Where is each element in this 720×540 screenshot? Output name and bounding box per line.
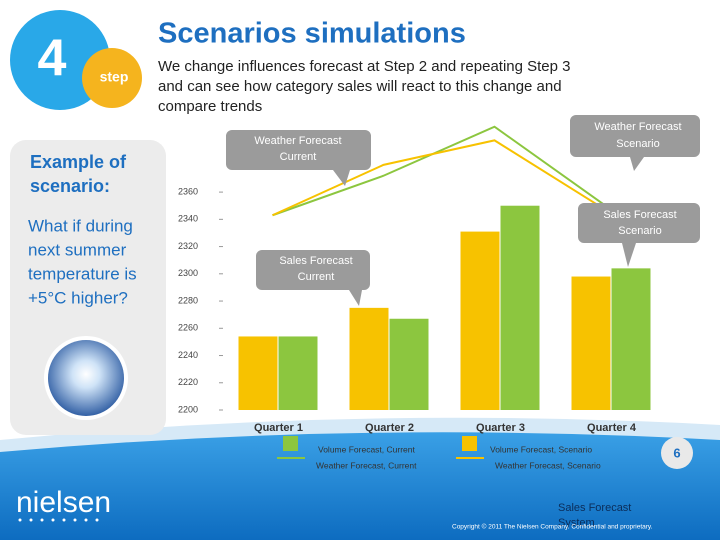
footer-system: Sales Forecast bbox=[558, 502, 631, 514]
callout-box bbox=[578, 203, 700, 267]
bar bbox=[389, 318, 429, 410]
logo-dots bbox=[18, 518, 99, 522]
callout-text: Weather Forecast bbox=[594, 121, 681, 133]
callout-text: Scenario bbox=[618, 225, 661, 237]
legend-swatch bbox=[283, 436, 298, 451]
legend-label: Weather Forecast, Current bbox=[316, 460, 417, 470]
callout-text: Current bbox=[280, 151, 317, 163]
page-badge bbox=[661, 437, 693, 469]
callout-text: Weather Forecast bbox=[254, 135, 341, 147]
legend-swatch bbox=[462, 436, 477, 451]
bar bbox=[611, 268, 651, 410]
callout-box bbox=[226, 130, 371, 186]
legend-label: Volume Forecast, Current bbox=[318, 444, 415, 454]
bar bbox=[460, 231, 500, 410]
logo: nielsen bbox=[16, 486, 111, 519]
step-number: 4 bbox=[38, 30, 67, 88]
sky-photo bbox=[48, 340, 124, 416]
legend-label: Volume Forecast, Scenario bbox=[490, 444, 592, 454]
question-line: next summer bbox=[28, 240, 127, 259]
question-line: temperature is bbox=[28, 264, 137, 283]
y-tick-label: 2200 bbox=[178, 404, 198, 414]
callout-text: Sales Forecast bbox=[603, 209, 676, 221]
bar bbox=[349, 307, 389, 410]
step-badge bbox=[82, 48, 142, 108]
line bbox=[272, 139, 607, 217]
callout-box bbox=[256, 250, 370, 306]
chart: 2200 2220 2240 2260 2280 2300 2320 2340 2360 Quar… bbox=[178, 125, 651, 470]
y-tick-label: 2220 bbox=[178, 377, 198, 387]
example-heading: Example of bbox=[30, 152, 127, 172]
y-tick-label: 2340 bbox=[178, 214, 198, 224]
page-number: 6 bbox=[673, 445, 680, 460]
y-tick-label: 2300 bbox=[178, 268, 198, 278]
subtitle-line: and can see how category sales will reac… bbox=[158, 78, 562, 95]
x-tick-label: Quarter 1 bbox=[254, 422, 303, 434]
bar bbox=[500, 205, 540, 410]
title: Scenarios simulations bbox=[158, 18, 466, 50]
y-tick-label: 2240 bbox=[178, 350, 198, 360]
y-tick-label: 2280 bbox=[178, 295, 198, 305]
x-tick-label: Quarter 3 bbox=[476, 422, 525, 434]
subtitle-line: We change influences forecast at Step 2 … bbox=[158, 58, 571, 75]
footer-system: System bbox=[558, 517, 595, 529]
example-heading: scenario: bbox=[30, 176, 110, 196]
callout-text: Current bbox=[298, 271, 335, 283]
question-line: +5°C higher? bbox=[28, 288, 128, 307]
legend-label: Weather Forecast, Scenario bbox=[495, 460, 601, 470]
y-tick-label: 2320 bbox=[178, 241, 198, 251]
y-tick-label: 2360 bbox=[178, 186, 198, 196]
bar bbox=[278, 336, 318, 410]
callout-box bbox=[570, 115, 700, 171]
callout-text: Sales Forecast bbox=[279, 255, 352, 267]
question-line: What if during bbox=[28, 216, 133, 235]
bar bbox=[571, 276, 611, 410]
line bbox=[272, 125, 607, 217]
copyright: Copyright © 2011 The Nielsen Company. Co… bbox=[452, 523, 653, 531]
wave bbox=[0, 432, 720, 540]
callout-text: Scenario bbox=[616, 138, 659, 150]
step-label: step bbox=[100, 69, 129, 85]
x-tick-label: Quarter 4 bbox=[587, 422, 637, 434]
subtitle-line: compare trends bbox=[158, 98, 262, 115]
y-tick-label: 2260 bbox=[178, 323, 198, 333]
x-tick-label: Quarter 2 bbox=[365, 422, 414, 434]
bar bbox=[238, 336, 278, 410]
